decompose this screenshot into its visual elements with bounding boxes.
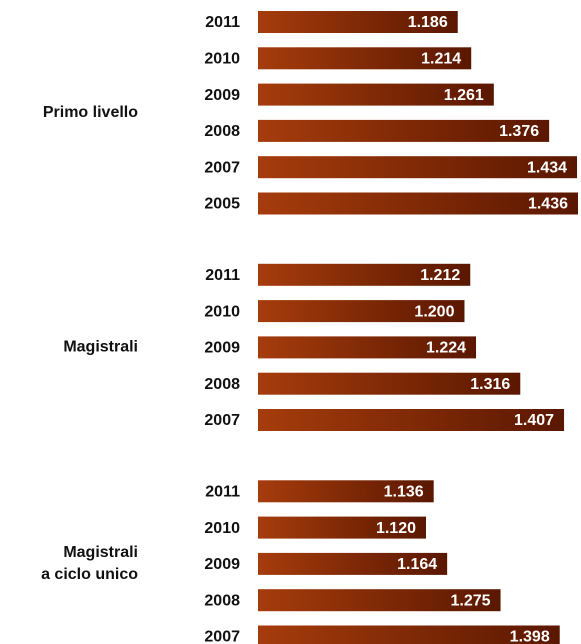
value-label: 1.436 [528, 196, 568, 213]
bar [258, 156, 578, 179]
category-label: 2010 [204, 520, 240, 537]
bar [258, 47, 472, 70]
bar [258, 192, 578, 215]
value-label: 1.212 [420, 267, 460, 284]
category-label: 2011 [205, 14, 240, 31]
category-label: 2008 [204, 123, 240, 140]
bar [258, 625, 560, 644]
bar [258, 336, 477, 359]
value-label: 1.398 [510, 629, 550, 644]
value-label: 1.120 [376, 520, 416, 537]
bar [258, 516, 426, 539]
value-label: 1.224 [426, 340, 466, 357]
category-label: 2011 [205, 484, 240, 501]
bar [258, 119, 550, 142]
category-label: 2011 [205, 267, 240, 284]
value-label: 1.214 [421, 51, 461, 68]
group-label: Magistrali [63, 339, 138, 356]
value-label: 1.376 [499, 123, 539, 140]
bar [258, 409, 565, 431]
bar [258, 552, 448, 575]
bar [258, 263, 471, 286]
category-label: 2007 [204, 412, 240, 429]
category-label: 2010 [204, 303, 240, 320]
category-label: 2009 [204, 340, 240, 357]
group-label: Primo livello [43, 104, 138, 121]
value-label: 1.275 [451, 592, 491, 609]
category-label: 2008 [204, 376, 240, 393]
bar [258, 300, 465, 323]
category-label: 2010 [204, 51, 240, 68]
value-label: 1.136 [384, 484, 424, 501]
bar [258, 372, 521, 395]
category-label: 2007 [204, 159, 240, 176]
value-label: 1.164 [397, 556, 437, 573]
value-label: 1.316 [470, 376, 510, 393]
group-label: Magistrali [63, 544, 138, 561]
category-label: 2005 [204, 196, 240, 213]
category-label: 2008 [204, 592, 240, 609]
value-label: 1.186 [408, 14, 448, 31]
category-label: 2009 [204, 556, 240, 573]
value-label: 1.261 [444, 87, 484, 104]
bar [258, 83, 494, 106]
bar [258, 11, 458, 33]
group-label: a ciclo unico [41, 566, 138, 583]
value-label: 1.434 [527, 159, 567, 176]
category-label: 2009 [204, 87, 240, 104]
value-label: 1.200 [414, 303, 454, 320]
bar [258, 480, 434, 503]
category-label: 2007 [204, 629, 240, 644]
value-label: 1.407 [514, 412, 554, 429]
bar [258, 589, 501, 612]
